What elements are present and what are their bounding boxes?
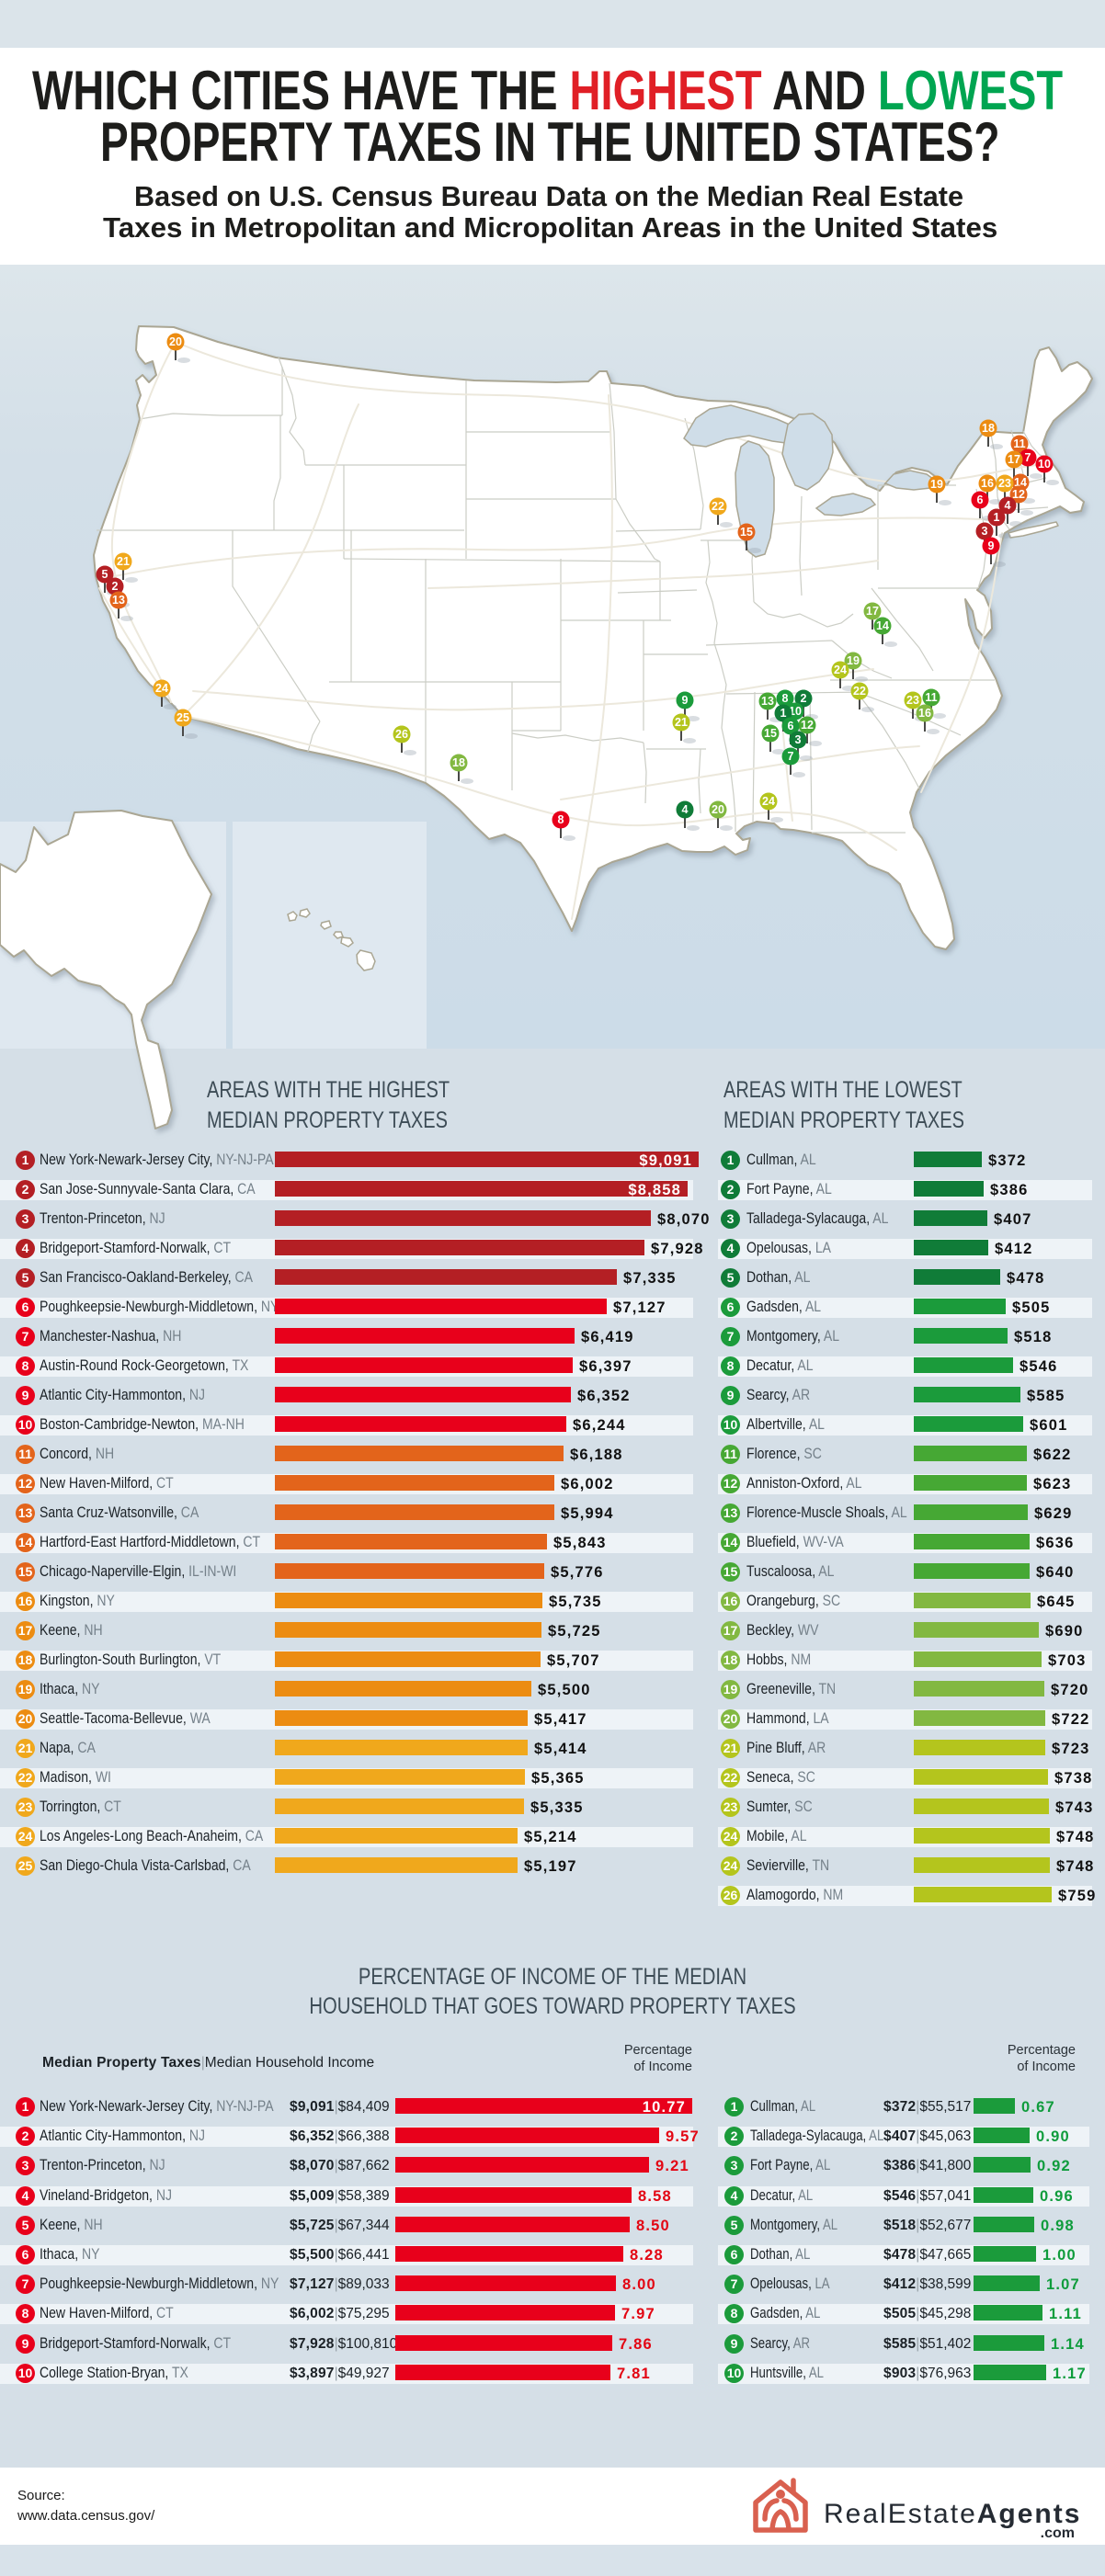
svg-text:20: 20 <box>712 803 724 816</box>
svg-text:1: 1 <box>994 511 1000 524</box>
svg-text:23: 23 <box>906 694 919 707</box>
svg-text:19: 19 <box>930 478 943 491</box>
svg-text:22: 22 <box>853 685 866 698</box>
svg-text:21: 21 <box>675 716 688 729</box>
svg-text:2: 2 <box>801 692 807 705</box>
svg-text:22: 22 <box>712 500 724 513</box>
svg-text:24: 24 <box>834 664 847 676</box>
svg-text:16: 16 <box>981 477 994 490</box>
svg-text:19: 19 <box>847 654 860 667</box>
svg-text:17: 17 <box>866 605 879 618</box>
svg-text:11: 11 <box>925 691 937 704</box>
svg-text:24: 24 <box>155 682 168 695</box>
svg-text:13: 13 <box>112 594 125 607</box>
svg-text:12: 12 <box>1012 488 1025 501</box>
svg-text:9: 9 <box>988 539 995 552</box>
svg-text:14: 14 <box>876 619 889 632</box>
svg-text:8: 8 <box>558 813 564 826</box>
svg-text:8: 8 <box>782 692 789 705</box>
svg-text:3: 3 <box>795 733 802 746</box>
svg-text:23: 23 <box>998 477 1011 490</box>
svg-text:15: 15 <box>764 727 777 740</box>
svg-text:1: 1 <box>780 707 787 720</box>
svg-text:18: 18 <box>452 756 465 769</box>
svg-text:2: 2 <box>112 580 119 593</box>
svg-text:9: 9 <box>682 694 689 707</box>
svg-text:13: 13 <box>761 695 774 708</box>
svg-text:4: 4 <box>1005 499 1011 512</box>
svg-text:10: 10 <box>789 705 802 718</box>
svg-text:25: 25 <box>177 711 189 724</box>
svg-text:3: 3 <box>982 525 988 538</box>
svg-text:5: 5 <box>102 568 108 581</box>
svg-text:16: 16 <box>918 707 931 720</box>
svg-text:14: 14 <box>1014 476 1027 489</box>
svg-text:10: 10 <box>1038 458 1051 471</box>
svg-text:11: 11 <box>1013 437 1025 450</box>
svg-text:12: 12 <box>801 719 814 732</box>
svg-text:6: 6 <box>788 720 794 732</box>
svg-text:20: 20 <box>169 335 182 348</box>
svg-text:7: 7 <box>1025 451 1031 464</box>
svg-text:26: 26 <box>395 728 408 741</box>
svg-text:6: 6 <box>977 494 984 506</box>
svg-text:18: 18 <box>982 422 995 435</box>
svg-text:17: 17 <box>1008 453 1020 466</box>
svg-text:7: 7 <box>788 750 794 763</box>
svg-text:15: 15 <box>740 526 753 539</box>
svg-text:24: 24 <box>762 795 775 808</box>
svg-text:21: 21 <box>117 555 130 568</box>
svg-text:4: 4 <box>682 803 689 816</box>
